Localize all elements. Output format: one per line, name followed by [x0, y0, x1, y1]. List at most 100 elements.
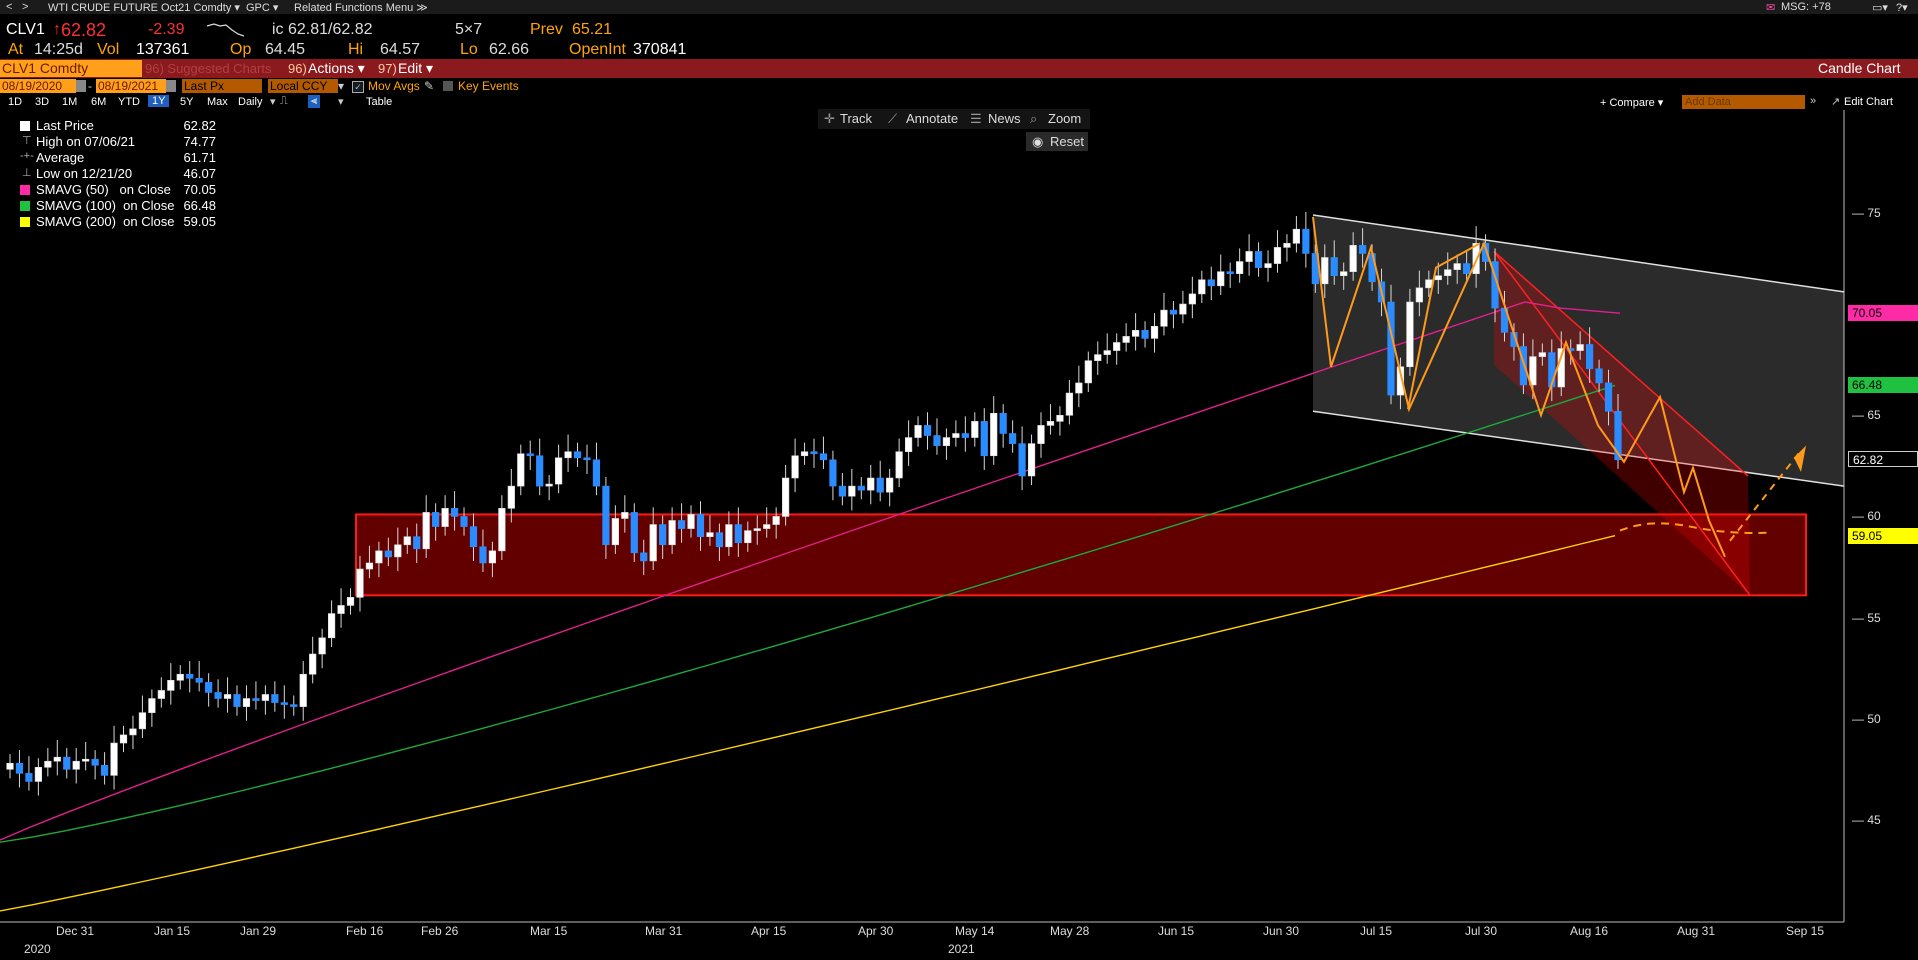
news-icon[interactable]: ☰: [970, 111, 982, 126]
add-data-arrow-icon[interactable]: »: [1810, 95, 1817, 107]
style-dropdown-icon[interactable]: ▾: [338, 96, 344, 108]
reset-label: Reset: [1050, 134, 1084, 149]
reset-button[interactable]: ◉ Reset: [1026, 132, 1088, 151]
y-tick-label: — 55: [1852, 610, 1881, 625]
zoom-button[interactable]: Zoom: [1048, 111, 1082, 126]
candle-body: [1027, 443, 1036, 477]
mail-icon[interactable]: ✉: [1766, 2, 1776, 14]
price-field-select[interactable]: Last Px: [182, 79, 262, 93]
candle-body: [649, 524, 657, 562]
period-ytd[interactable]: YTD: [118, 96, 140, 108]
at-label: At: [8, 41, 24, 58]
start-date-field[interactable]: 08/19/2020: [0, 79, 76, 93]
candle-body: [942, 437, 951, 446]
candle-body: [659, 524, 667, 546]
x-tick-label: Jan 15: [154, 924, 191, 938]
candle-body: [138, 712, 147, 730]
track-button[interactable]: Track: [840, 111, 873, 126]
end-date-field[interactable]: 08/19/2021: [96, 79, 166, 93]
end-calendar-icon[interactable]: [166, 80, 176, 92]
actions-menu[interactable]: Actions ▾: [308, 60, 365, 76]
security-menu[interactable]: WTI CRUDE FUTURE Oct21 Comdty ▾: [48, 2, 240, 14]
candle-type-icon[interactable]: ⎍: [280, 95, 288, 107]
candle-body: [744, 530, 752, 544]
chart-type-label: Candle Chart: [1818, 60, 1901, 76]
suggested-charts-button[interactable]: 96) Suggested Charts: [145, 61, 272, 76]
legend-label: Low on 12/21/20: [36, 166, 133, 181]
forward-arrow-icon[interactable]: >: [22, 1, 29, 13]
candle-body: [1586, 344, 1594, 370]
mov-avgs-checkbox[interactable]: ✓: [352, 81, 364, 93]
news-button[interactable]: News: [988, 111, 1021, 126]
candle-body: [564, 451, 572, 459]
candle-body: [1273, 247, 1282, 264]
legend-label: High on 07/06/21: [36, 134, 136, 149]
key-events-checkbox[interactable]: [443, 81, 453, 91]
candle-body: [848, 485, 856, 497]
pencil-icon[interactable]: ✎: [424, 79, 435, 93]
candle-body: [990, 412, 998, 457]
add-data-field[interactable]: Add Data: [1682, 95, 1805, 109]
security-field[interactable]: CLV1 Comdty: [0, 60, 142, 77]
candle-body: [1236, 261, 1244, 274]
candle-body: [261, 694, 269, 701]
period-1m[interactable]: 1M: [62, 96, 78, 108]
function-menu[interactable]: GPC ▾: [246, 2, 279, 14]
table-button[interactable]: Table: [366, 96, 393, 108]
candle-body: [753, 528, 761, 531]
period-3d[interactable]: 3D: [35, 96, 50, 108]
chart-tools-bar: ✛ Track ⟋ Annotate ☰ News ⌕ Zoom: [818, 109, 1090, 129]
candle-body: [1567, 348, 1575, 351]
price-chart[interactable]: [0, 110, 1918, 960]
legend-value: 74.77: [183, 134, 216, 149]
help-icon[interactable]: ?▾: [1896, 2, 1908, 14]
edit-menu[interactable]: Edit ▾: [398, 60, 434, 76]
x-tick-label: Jun 30: [1263, 924, 1300, 938]
mov-avgs-label[interactable]: Mov Avgs: [368, 79, 420, 93]
period-1d[interactable]: 1D: [8, 96, 23, 108]
candle-body: [715, 532, 724, 548]
zoom-icon[interactable]: ⌕: [1030, 111, 1038, 126]
period-1y-active[interactable]: 1Y: [148, 95, 170, 107]
x-tick-label: Apr 15: [751, 924, 787, 938]
edit-chart-button[interactable]: Edit Chart: [1844, 96, 1893, 108]
y-tick-label: — 65: [1852, 408, 1881, 423]
period-5y[interactable]: 5Y: [180, 96, 194, 108]
candle-body: [1453, 263, 1461, 270]
crosshair-icon[interactable]: ✛: [824, 111, 835, 126]
start-calendar-icon[interactable]: [76, 80, 86, 92]
currency-dropdown-icon[interactable]: ▾: [338, 79, 345, 93]
legend-value: 61.71: [183, 150, 216, 165]
back-arrow-icon[interactable]: <: [6, 1, 13, 13]
window-layout-icon[interactable]: ▭▾: [1872, 2, 1888, 14]
candle-body: [119, 734, 128, 744]
edit-chart-icon[interactable]: ↗: [1831, 96, 1841, 108]
currency-select[interactable]: Local CCY: [268, 79, 338, 93]
legend-sma-200[interactable]: SMAVG (200) on Close 59.05: [10, 214, 216, 230]
legend-sma-50[interactable]: SMAVG (50) on Close 70.05: [10, 182, 216, 198]
key-events-label[interactable]: Key Events: [458, 79, 519, 93]
compare-button[interactable]: + Compare ▾: [1600, 97, 1664, 109]
legend-last-price[interactable]: Last Price 62.82: [10, 118, 216, 134]
message-count[interactable]: MSG: +78: [1781, 1, 1831, 13]
candle-body: [460, 516, 468, 527]
legend-sma-100[interactable]: SMAVG (100) on Close 66.48: [10, 198, 216, 214]
frequency-select[interactable]: Daily: [238, 96, 263, 108]
candle-body: [1519, 346, 1528, 386]
annotate-button[interactable]: Annotate: [906, 111, 959, 126]
related-functions-menu[interactable]: Related Functions Menu ≫: [294, 2, 428, 14]
frequency-dropdown-icon[interactable]: ▾: [270, 96, 276, 108]
candle-body: [536, 455, 544, 487]
x-tick-label: Dec 31: [56, 924, 95, 938]
period-max[interactable]: Max: [207, 96, 228, 108]
x-tick-label: Mar 31: [645, 924, 683, 938]
candle-body: [242, 698, 251, 707]
annotate-icon[interactable]: ⟋: [888, 111, 898, 126]
sma100-swatch: [20, 201, 30, 211]
chart-style-icon[interactable]: ⫷: [308, 95, 321, 108]
candle-body: [734, 524, 742, 544]
candle-body: [15, 762, 24, 774]
candle-body: [498, 508, 506, 552]
candle-body: [1595, 368, 1603, 384]
period-6m[interactable]: 6M: [91, 96, 107, 108]
